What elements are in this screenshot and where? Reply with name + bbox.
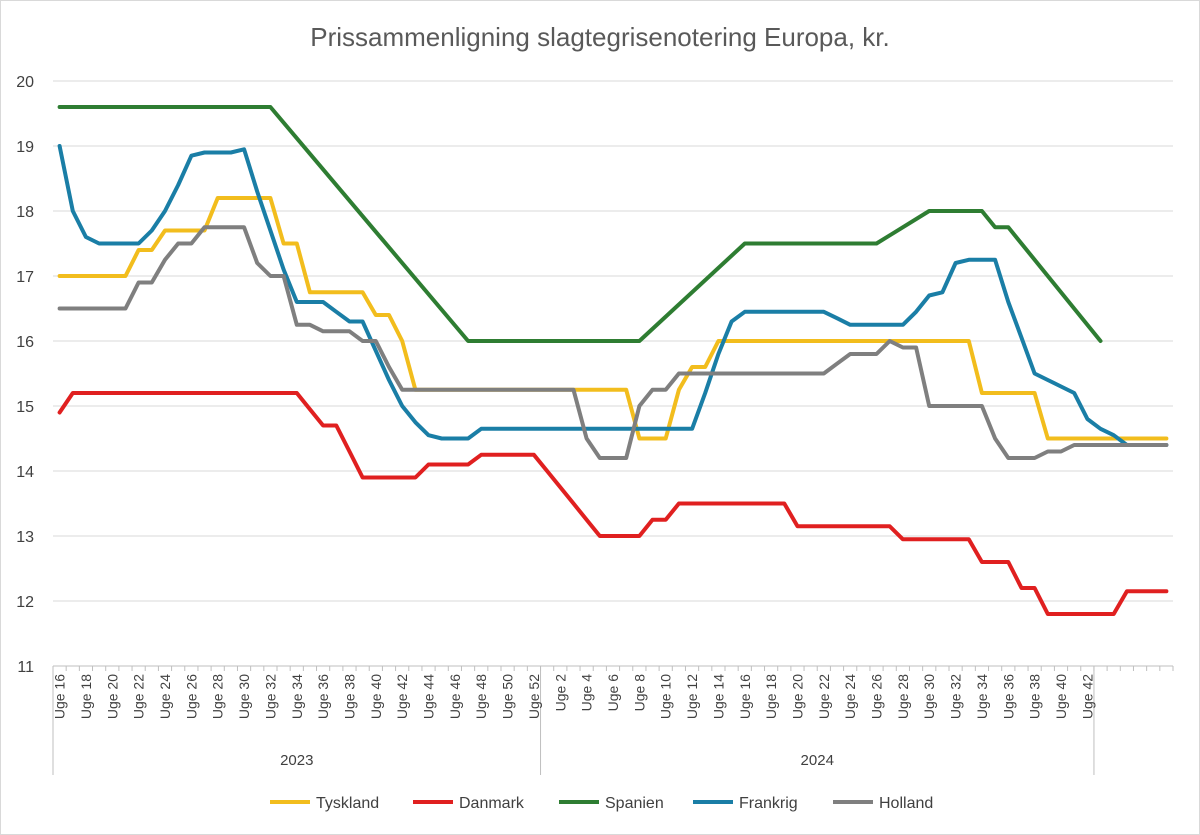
x-tick-label: Uge 36	[1000, 674, 1016, 719]
year-group-label: 2024	[801, 752, 834, 769]
x-tick-label: Uge 2	[552, 674, 568, 712]
x-tick-label: Uge 48	[473, 674, 489, 719]
y-tick-label: 19	[16, 139, 34, 156]
y-tick-label: 17	[16, 269, 34, 286]
series-line-holland	[57, 225, 1169, 460]
x-tick-label: Uge 28	[895, 674, 911, 719]
legend-label: Holland	[879, 795, 933, 812]
x-tick-label: Uge 4	[579, 674, 595, 712]
x-tick-label: Uge 32	[262, 674, 278, 719]
x-tick-label: Uge 44	[421, 674, 437, 719]
x-tick-label: Uge 38	[1027, 674, 1043, 719]
x-tick-label: Uge 16	[52, 674, 68, 719]
x-tick-label: Uge 8	[631, 674, 647, 712]
x-tick-label: Uge 34	[289, 674, 305, 719]
chart-title: Prissammenligning slagtegrisenotering Eu…	[310, 22, 890, 52]
x-tick-label: Uge 50	[500, 674, 516, 719]
series-line-spanien	[57, 105, 1103, 343]
x-tick-label: Uge 18	[78, 674, 94, 719]
x-tick-label: Uge 28	[210, 674, 226, 719]
y-tick-label: 16	[16, 334, 34, 351]
x-tick-label: Uge 22	[816, 674, 832, 719]
series-lines	[57, 105, 1169, 616]
legend-label: Tyskland	[316, 795, 379, 812]
x-tick-label: Uge 26	[869, 674, 885, 719]
y-axis-ticks: 11 12 13 14 15 16 17 18 19 20	[16, 74, 34, 676]
x-tick-label: Uge 30	[921, 674, 937, 719]
gridlines	[53, 80, 1173, 667]
x-tick-label: Uge 14	[710, 674, 726, 719]
y-tick-label: 18	[16, 204, 34, 221]
x-tick-label: Uge 16	[737, 674, 753, 719]
y-tick-label: 14	[16, 464, 34, 481]
x-tick-label: Uge 30	[236, 674, 252, 719]
x-tick-label: Uge 20	[789, 674, 805, 719]
x-tick-label: Uge 18	[763, 674, 779, 719]
x-tick-label: Uge 12	[684, 674, 700, 719]
x-tick-label: Uge 36	[315, 674, 331, 719]
series-line-danmark	[57, 391, 1169, 616]
x-tick-label: Uge 42	[394, 674, 410, 719]
x-tick-label: Uge 26	[183, 674, 199, 719]
y-tick-label: 12	[16, 594, 34, 611]
x-tick-label: Uge 24	[842, 674, 858, 719]
year-group-label: 2023	[280, 752, 313, 769]
x-tick-label: Uge 40	[368, 674, 384, 719]
legend: Tyskland Danmark Spanien Frankrig Holland	[270, 795, 933, 812]
x-tick-label: Uge 20	[104, 674, 120, 719]
x-tick-label: Uge 46	[447, 674, 463, 719]
series-line-frankrig	[57, 144, 1169, 447]
y-tick-label: 11	[17, 659, 34, 676]
x-axis: 2023 2024 Uge 16 Uge 18 Uge 20 Uge 22 Uge 24 Ug…	[52, 665, 1174, 775]
series-line-tyskland	[57, 196, 1169, 441]
x-tick-label: Uge 38	[341, 674, 357, 719]
y-tick-label: 15	[16, 399, 34, 416]
legend-label: Frankrig	[739, 795, 798, 812]
x-tick-label: Uge 34	[974, 674, 990, 719]
x-tick-label: Uge 32	[948, 674, 964, 719]
legend-label: Danmark	[459, 795, 525, 812]
legend-label: Spanien	[605, 795, 664, 812]
x-tick-label: Uge 10	[658, 674, 674, 719]
y-tick-label: 20	[16, 74, 34, 91]
x-tick-label: Uge 42	[1079, 674, 1095, 719]
x-tick-label: Uge 6	[605, 674, 621, 712]
x-tick-label: Uge 22	[131, 674, 147, 719]
x-tick-label: Uge 40	[1053, 674, 1069, 719]
x-tick-label: Uge 24	[157, 674, 173, 719]
x-tick-label: Uge 52	[526, 674, 542, 719]
y-tick-label: 13	[16, 529, 34, 546]
